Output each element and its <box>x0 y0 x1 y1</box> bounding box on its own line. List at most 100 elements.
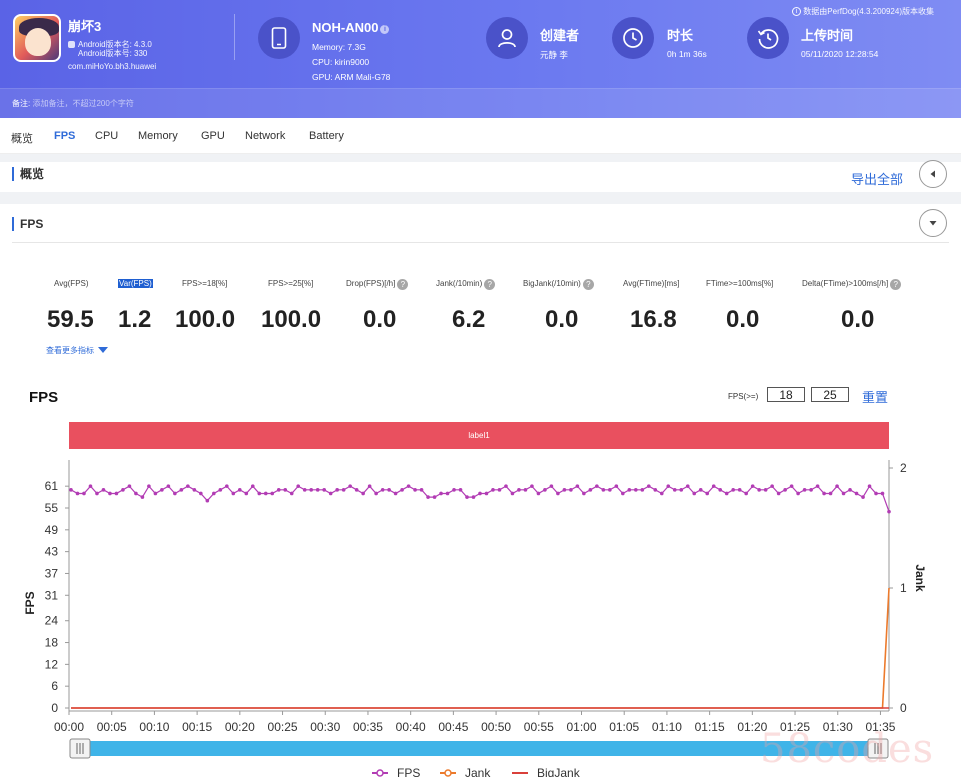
help-icon[interactable]: ? <box>397 279 409 290</box>
legend-label-bigjank: BigJank <box>537 766 581 777</box>
fps-point <box>828 491 833 496</box>
fps-point <box>724 491 729 496</box>
export-all-link[interactable]: 导出全部 <box>851 172 904 187</box>
phone-icon <box>258 17 300 59</box>
y-axis-right-label: Jank <box>913 564 927 592</box>
fps-point <box>315 488 320 492</box>
fps-point <box>744 491 748 496</box>
collapse-left-button[interactable] <box>919 160 947 188</box>
collapse-down-button[interactable] <box>919 209 947 237</box>
metric-value-jank: 6.2 <box>452 306 486 333</box>
fps-point <box>517 488 521 492</box>
y-tick-label: 61 <box>45 479 59 493</box>
fps-point <box>659 491 664 496</box>
help-icon[interactable]: ? <box>484 279 496 290</box>
x-tick-label: 01:00 <box>566 720 596 734</box>
fps-point <box>705 491 710 496</box>
fps-point <box>419 488 424 492</box>
tab-network[interactable]: Network <box>245 130 286 142</box>
fps-point <box>465 495 469 499</box>
help-icon[interactable]: ? <box>582 279 594 290</box>
fps-point <box>653 488 658 492</box>
fps-point <box>731 488 735 492</box>
fps-point <box>374 491 378 496</box>
fps-point <box>711 484 716 488</box>
y-tick-label: 49 <box>45 523 59 537</box>
fps-point <box>244 491 249 496</box>
fps-point <box>556 491 560 496</box>
tab-memory[interactable]: Memory <box>138 130 178 142</box>
tab-cpu[interactable]: CPU <box>95 130 119 142</box>
fps-point <box>199 491 203 496</box>
x-tick-label: 00:10 <box>139 720 169 734</box>
tab-gpu[interactable]: GPU <box>201 130 225 142</box>
fps-point <box>348 484 352 488</box>
fps-point <box>276 488 281 492</box>
fps-point <box>88 484 93 488</box>
fps-point <box>789 484 794 488</box>
fps-point <box>491 488 495 492</box>
fps-point <box>445 491 450 496</box>
fps-point <box>510 491 515 496</box>
fps-point <box>458 488 463 492</box>
x-tick-label: 01:15 <box>695 720 725 734</box>
fps-point <box>666 484 671 488</box>
metric-label-avg-ftime: Avg(FTime)[ms] <box>623 279 680 288</box>
y-tick-label: 6 <box>51 679 58 693</box>
fps-threshold-input-1[interactable] <box>767 387 805 402</box>
fps-point <box>562 488 567 492</box>
fps-point <box>361 491 365 496</box>
help-icon[interactable]: ? <box>890 279 902 290</box>
more-metrics-link[interactable]: 查看更多指标 <box>46 345 108 356</box>
upload-value: 05/11/2020 12:28:54 <box>801 49 879 59</box>
fps-point <box>192 488 197 492</box>
tab-battery[interactable]: Battery <box>309 130 344 142</box>
fps-point <box>186 484 190 488</box>
fps-point <box>867 484 872 488</box>
fps-point <box>75 491 80 496</box>
y-right-tick-label: 1 <box>900 581 907 595</box>
metric-label-ftime-100: FTime>=100ms[%] <box>706 279 774 288</box>
legend-label-fps: FPS <box>397 766 420 777</box>
fps-point <box>588 488 593 492</box>
fps-point <box>212 491 216 496</box>
tab-bar: 概览 FPS CPU Memory GPU Network Battery <box>0 118 961 154</box>
fps-point <box>614 484 619 488</box>
y-tick-label: 0 <box>51 701 58 715</box>
user-icon <box>486 17 528 59</box>
tab-overview[interactable]: 概览 <box>11 133 33 145</box>
fps-point <box>101 488 106 492</box>
label-bar[interactable]: label1 <box>69 422 889 449</box>
fps-point <box>841 491 846 496</box>
creator-value: 元静 李 <box>540 50 568 60</box>
reset-button[interactable]: 重置 <box>862 390 889 405</box>
legend-marker <box>444 769 452 777</box>
metric-value-fps-18: 100.0 <box>175 306 236 333</box>
fps-point <box>237 488 242 492</box>
fps-point <box>750 484 755 488</box>
fps-point <box>426 495 430 499</box>
fps-section-title: FPS <box>12 217 43 231</box>
x-tick-label: 00:20 <box>225 720 255 734</box>
fps-point <box>302 488 307 492</box>
x-tick-label: 00:40 <box>396 720 426 734</box>
fps-point <box>322 488 326 492</box>
duration-value: 0h 1m 36s <box>667 49 707 59</box>
creator-title: 创建者 <box>540 28 580 43</box>
info-icon[interactable]: i <box>380 25 390 34</box>
fps-point <box>543 488 547 492</box>
tab-fps[interactable]: FPS <box>54 130 76 142</box>
metric-label-delta-ftime: Delta(FTime)>100ms[/h]? <box>802 279 902 290</box>
metric-label-jank: Jank(/10min)? <box>436 279 496 290</box>
separator-band-2 <box>0 192 961 204</box>
y-tick-label: 37 <box>45 566 59 580</box>
y-axis-label: FPS <box>23 591 37 614</box>
fps-point <box>887 509 891 514</box>
fps-threshold-input-2[interactable] <box>811 387 849 402</box>
x-tick-label: 00:35 <box>353 720 383 734</box>
duration-title: 时长 <box>667 28 694 43</box>
remark-field[interactable]: 备注: 添加备注，不超过200个字符 <box>12 99 134 108</box>
fps-point <box>283 488 288 492</box>
x-tick-label: 01:10 <box>652 720 682 734</box>
range-handle-right <box>867 738 889 759</box>
